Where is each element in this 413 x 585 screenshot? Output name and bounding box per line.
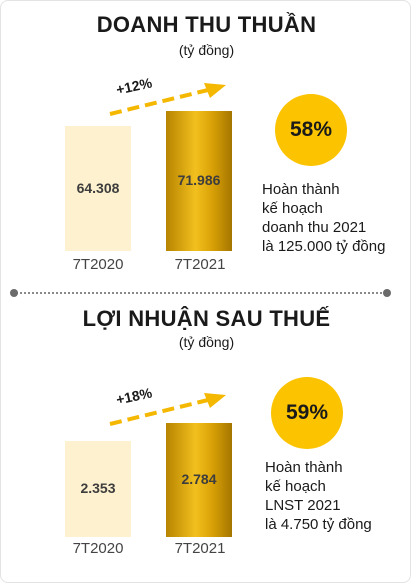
profit-note-line-2: kế hoạch: [265, 478, 326, 495]
profit-bar-7t2021: [166, 423, 232, 537]
profit-growth-arrow: [109, 393, 226, 426]
profit-note-line-3: LNST 2021: [265, 497, 341, 514]
profit-xlabel-7t2021: 7T2021: [174, 540, 226, 557]
revenue-xlabel-7t2020: 7T2020: [72, 256, 124, 273]
profit-xlabel-7t2020: 7T2020: [72, 540, 124, 557]
revenue-xlabel-7t2021: 7T2021: [174, 256, 226, 273]
profit-completion-badge: 59%: [271, 377, 343, 449]
profit-unit: (tỷ đồng): [178, 334, 235, 350]
profit-note-line-1: Hoàn thành: [265, 459, 343, 476]
profit-value-7t2021: 2.784: [181, 471, 217, 487]
revenue-title: DOANH THU THUẦN: [96, 12, 317, 37]
revenue-unit: (tỷ đồng): [178, 42, 235, 58]
revenue-note-line-4: là 125.000 tỷ đồng: [262, 238, 386, 255]
revenue-note-line-3: doanh thu 2021: [262, 219, 367, 236]
divider-dot-right: [383, 289, 391, 297]
profit-value-7t2020: 2.353: [80, 480, 116, 496]
revenue-bar-7t2021: [166, 111, 232, 251]
revenue-plan-note: Hoàn thành kế hoạch doanh thu 2021 là 12…: [262, 180, 385, 256]
revenue-growth-arrow: [109, 83, 226, 116]
section-divider: [16, 292, 386, 294]
profit-panel: LỢI NHUẬN SAU THUẾ (tỷ đồng) +18% 2.353 …: [0, 300, 413, 585]
divider-dot-left: [10, 289, 18, 297]
revenue-note-line-2: kế hoạch: [262, 200, 323, 217]
revenue-completion-badge: 58%: [275, 94, 347, 166]
profit-plan-note: Hoàn thành kế hoạch LNST 2021 là 4.750 t…: [265, 458, 372, 534]
profit-bar-7t2020: [65, 441, 131, 537]
revenue-value-7t2020: 64.308: [76, 179, 120, 196]
profit-title: LỢI NHUẬN SAU THUẾ: [82, 306, 331, 331]
revenue-note-line-1: Hoàn thành: [262, 181, 340, 198]
revenue-panel: DOANH THU THUẦN (tỷ đồng) +12% 64.308 71…: [0, 0, 413, 290]
revenue-value-7t2021: 71.986: [177, 172, 221, 188]
revenue-bar-7t2020: [65, 126, 131, 251]
profit-note-line-4: là 4.750 tỷ đồng: [265, 516, 372, 533]
